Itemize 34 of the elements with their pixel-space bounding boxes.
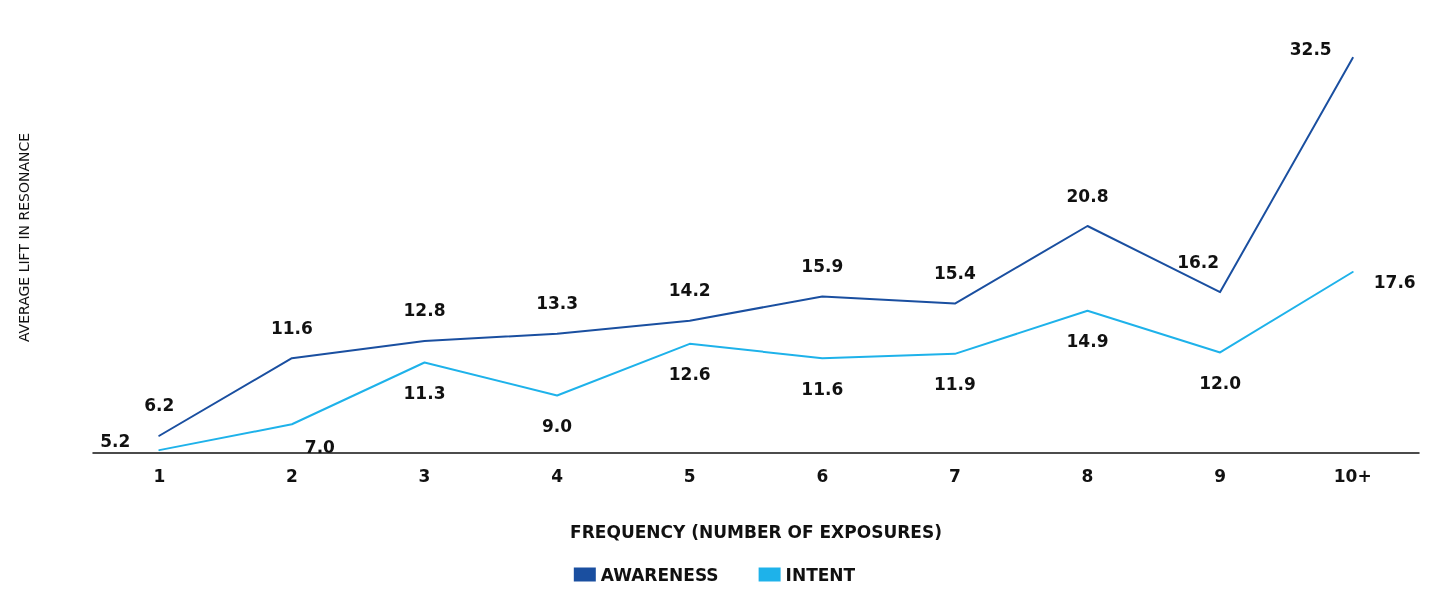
data-label: 13.3 [536,293,579,314]
x-tick-label: 3 [418,465,431,486]
data-label: 11.9 [933,374,976,395]
x-tick-label: 2 [285,465,298,486]
data-label: 14.2 [668,280,711,301]
data-label: 11.6 [801,378,844,399]
x-tick-label: 4 [551,465,564,486]
data-label: 14.9 [1066,331,1109,352]
data-label: 7.0 [304,436,336,457]
y-axis-title: AVERAGE LIFT IN RESONANCE [16,132,32,343]
x-tick-label: 10+ [1333,465,1372,486]
data-label: 20.8 [1066,185,1109,206]
x-tick-label: 6 [816,465,829,486]
data-label: 17.6 [1373,272,1416,293]
x-tick-label: 5 [683,465,696,486]
data-label: 32.5 [1289,39,1332,60]
data-label: 11.6 [270,317,313,338]
legend-label: AWARENESS [600,564,719,585]
data-label: 15.4 [933,263,977,284]
x-axis-title: FREQUENCY (NUMBER OF EXPOSURES) [570,521,942,542]
x-tick-label: 9 [1214,465,1227,486]
legend-label: INTENT [785,564,856,585]
data-label: 9.0 [542,416,573,437]
data-label: 12.8 [403,300,446,321]
data-label: 11.3 [403,382,446,403]
data-label: 16.2 [1177,251,1220,272]
data-label: 5.2 [100,430,131,451]
x-tick-label: 7 [948,465,961,486]
x-tick-label: 8 [1081,465,1094,486]
data-label: 12.6 [668,364,711,385]
data-label: 12.0 [1199,372,1242,393]
x-tick-label: 1 [153,465,166,486]
data-label: 15.9 [801,255,844,276]
data-label: 6.2 [144,395,175,416]
